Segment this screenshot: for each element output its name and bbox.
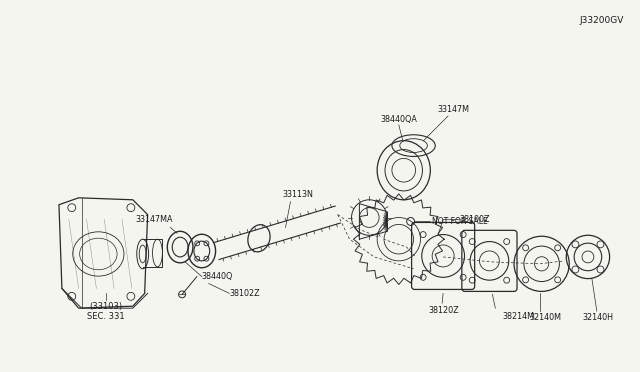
Text: 32140H: 32140H	[582, 314, 613, 323]
Text: 38440QA: 38440QA	[380, 115, 417, 124]
Text: 33147MA: 33147MA	[136, 215, 173, 224]
Text: 33147M: 33147M	[437, 105, 469, 114]
Text: (33103): (33103)	[90, 302, 123, 311]
Text: 38102Z: 38102Z	[229, 289, 260, 298]
Text: NOT FOR SALE: NOT FOR SALE	[432, 217, 488, 226]
Text: 38120Z: 38120Z	[428, 306, 459, 315]
Text: 38100Z: 38100Z	[460, 215, 490, 224]
Text: 33113N: 33113N	[283, 190, 314, 199]
Text: 38440Q: 38440Q	[202, 272, 233, 281]
Text: 32140M: 32140M	[530, 314, 562, 323]
Text: 38214M: 38214M	[502, 311, 534, 321]
Text: J33200GV: J33200GV	[579, 16, 623, 25]
Text: SEC. 331: SEC. 331	[88, 311, 125, 321]
